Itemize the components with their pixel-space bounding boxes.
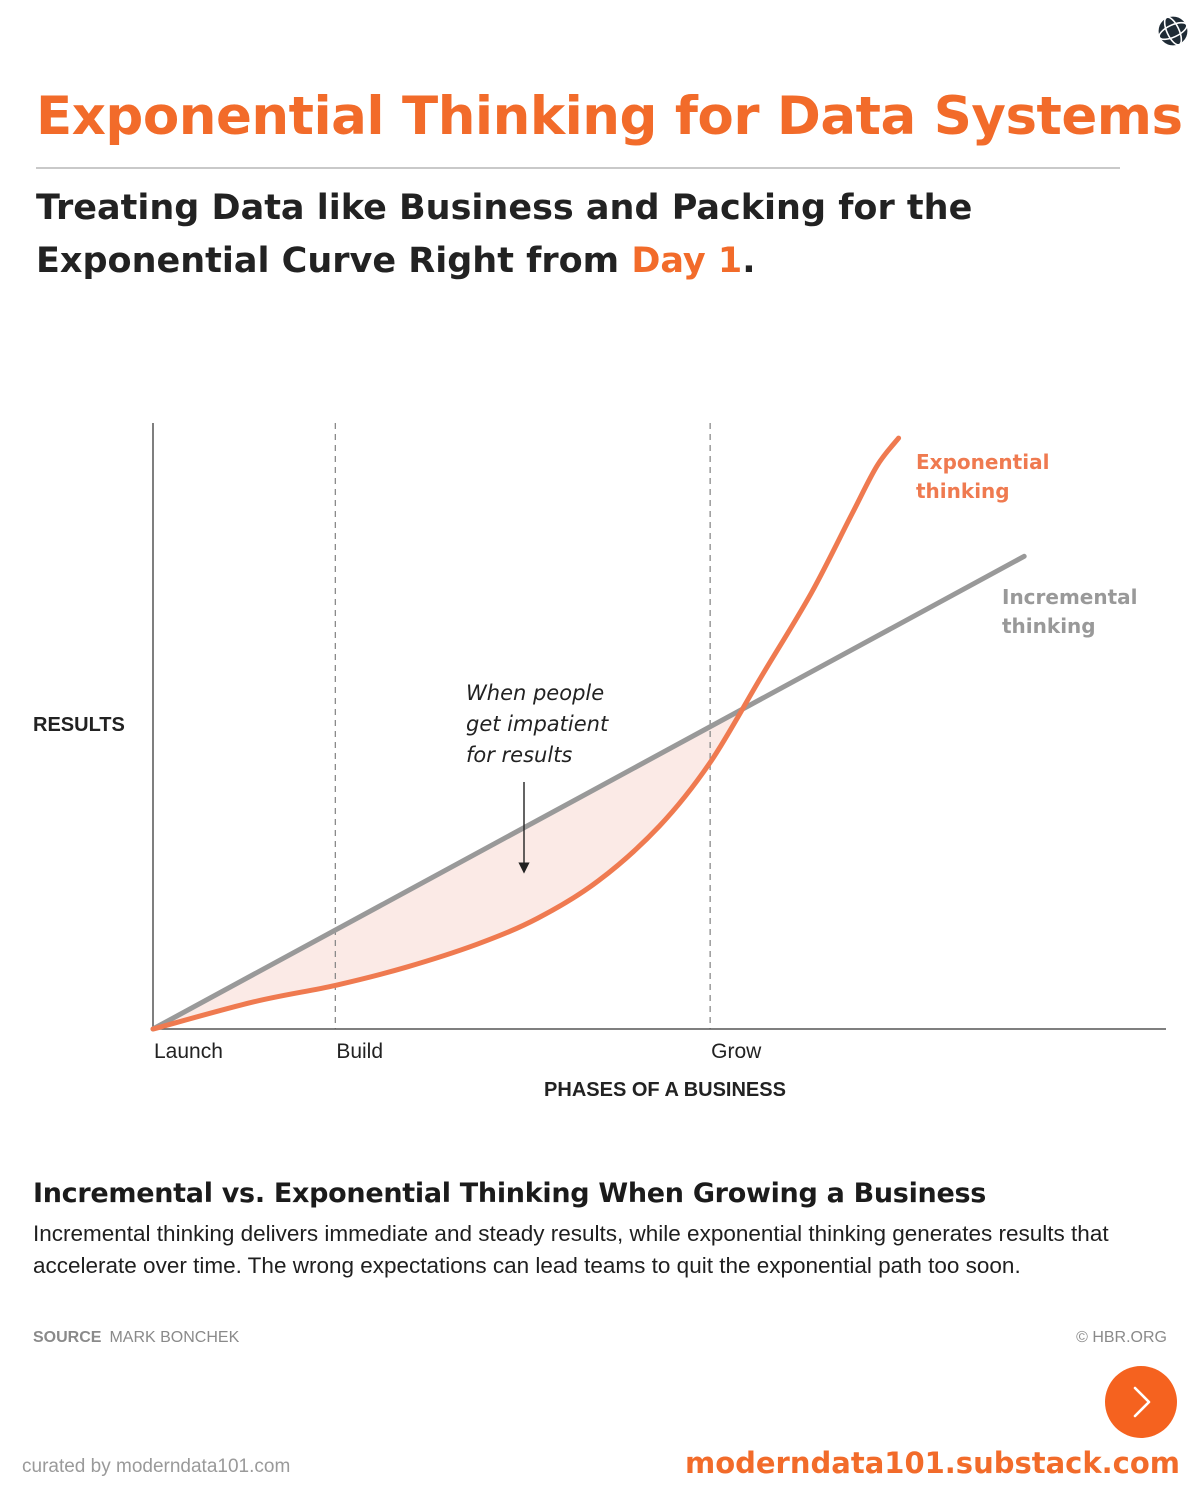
chevron-right-icon <box>1133 1386 1151 1418</box>
legend-exponential-line1: Exponential <box>916 450 1049 474</box>
title-divider <box>36 167 1120 169</box>
chart-description: Incremental thinking delivers immediate … <box>33 1221 1109 1278</box>
y-axis-label: RESULTS <box>33 714 125 736</box>
annotation-line2: get impatient <box>466 712 609 736</box>
x-axis-label: PHASES OF A BUSINESS <box>544 1079 786 1101</box>
annotation-line3: for results <box>466 743 572 767</box>
x-tick-build: Build <box>336 1040 383 1063</box>
series-line-exponential <box>150 435 902 1032</box>
legend-exponential-line2: thinking <box>916 479 1010 503</box>
page-title: Exponential Thinking for Data Systems <box>36 86 1183 147</box>
source-label: SOURCE <box>33 1329 102 1346</box>
x-tick-grow: Grow <box>711 1040 762 1063</box>
annotation-line1: When people <box>466 681 604 705</box>
page-subtitle: Treating Data like Business and Packing … <box>36 182 1176 288</box>
curated-by: curated by moderndata101.com <box>22 1456 291 1477</box>
subtitle-main: Treating Data like Business and Packing … <box>36 188 973 281</box>
series-line-incremental <box>150 553 1027 1032</box>
legend-incremental-line2: thinking <box>1002 614 1096 638</box>
x-tick-launch: Launch <box>154 1040 223 1063</box>
copyright: © HBR.ORG <box>1076 1329 1167 1346</box>
results-chart: RESULTS PHASES OF A BUSINESS Launch Buil… <box>33 423 1166 1101</box>
chart-title: Incremental vs. Exponential Thinking Whe… <box>33 1178 987 1209</box>
subtitle-highlight: Day 1 <box>631 241 743 281</box>
source-credit: SOURCE MARK BONCHEK <box>33 1329 239 1347</box>
subtitle-end: . <box>742 241 756 281</box>
next-slide-button[interactable] <box>1105 1366 1177 1438</box>
legend-incremental-line1: Incremental <box>1002 585 1138 609</box>
site-link[interactable]: moderndata101.substack.com <box>684 1446 1180 1480</box>
globe-icon <box>1156 14 1190 48</box>
source-name: MARK BONCHEK <box>109 1329 240 1346</box>
